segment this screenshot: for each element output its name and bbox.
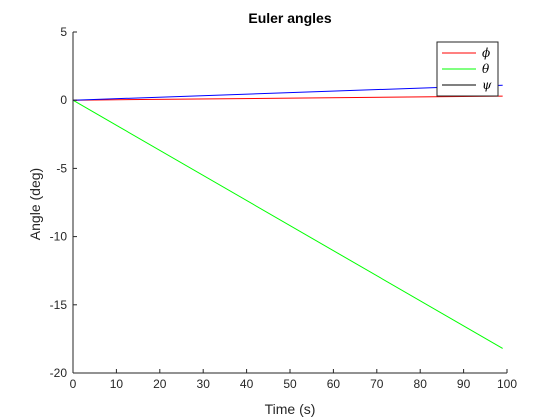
y-tick-label-4: -15	[50, 298, 68, 312]
chart-title: Euler angles	[248, 10, 331, 26]
x-tick-label-5: 50	[283, 377, 297, 391]
legend-label-0: ϕ	[482, 46, 490, 60]
x-tick-label-8: 80	[414, 377, 428, 391]
x-tick-label-7: 70	[370, 377, 384, 391]
x-tick-label-4: 40	[240, 377, 254, 391]
series-line-1	[72, 99, 503, 349]
legend-label-2: ψ	[482, 78, 492, 92]
x-tick-label-2: 20	[153, 377, 167, 391]
y-tick-label-0: 5	[60, 25, 67, 39]
series-line-2	[72, 84, 503, 101]
plot-background	[73, 32, 507, 373]
legend: ϕθψ	[436, 41, 499, 97]
x-tick-label-6: 60	[327, 377, 341, 391]
x-tick-label-3: 30	[197, 377, 211, 391]
x-tick-label-9: 90	[457, 377, 471, 391]
y-tick-label-1: 0	[60, 93, 67, 107]
x-tick-label-10: 100	[497, 377, 517, 391]
y-tick-label-2: -5	[56, 161, 67, 175]
series-line-0	[72, 95, 503, 101]
y-axis-label: Angle (deg)	[27, 168, 43, 240]
x-tick-label-0: 0	[70, 377, 77, 391]
y-tick-label-3: -10	[50, 230, 68, 244]
x-tick-label-1: 10	[110, 377, 124, 391]
x-axis-label: Time (s)	[265, 401, 316, 417]
legend-label-1: θ	[482, 62, 490, 76]
y-tick-label-5: -20	[50, 366, 68, 380]
